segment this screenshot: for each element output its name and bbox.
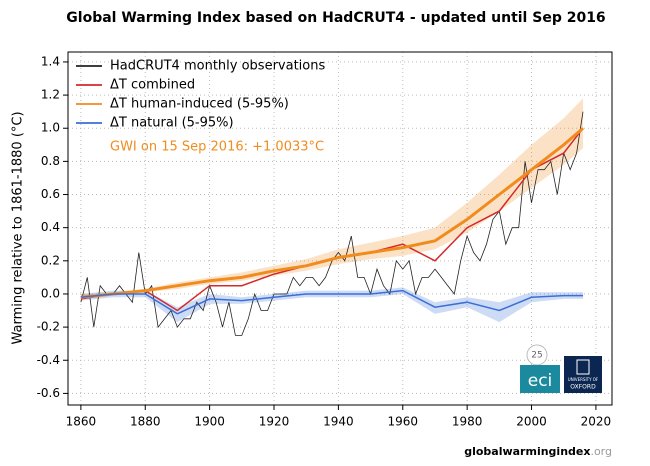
legend-label: HadCRUT4 monthly observations: [110, 59, 325, 74]
x-tick-label: 2020: [581, 415, 612, 429]
oxford-text: UNIVERSITY OF: [568, 377, 599, 382]
y-tick-label: 0.6: [41, 187, 60, 201]
y-tick-label: 0.4: [41, 220, 60, 234]
uncertainty-band: [80, 287, 584, 323]
y-tick-label: 0.2: [41, 253, 60, 267]
x-tick-label: 1860: [66, 415, 97, 429]
y-tick-label: 0.8: [41, 154, 60, 168]
footer-suffix: .org: [590, 445, 612, 458]
eci-logo: [520, 365, 560, 393]
y-tick-label: 0.0: [41, 286, 60, 300]
y-tick-label: 1.0: [41, 121, 60, 135]
y-tick-label: -0.4: [37, 353, 60, 367]
legend-label: ΔT natural (5-95%): [110, 116, 234, 131]
badge-text: 25: [531, 351, 542, 361]
x-tick-label: 1940: [323, 415, 354, 429]
x-tick-label: 1960: [387, 415, 418, 429]
legend-label: ΔT combined: [110, 78, 195, 93]
y-axis-label: Warming relative to 1861-1880 (°C): [11, 111, 26, 344]
eci-text: eci: [528, 371, 553, 391]
logos: 25 eci UNIVERSITY OF OXFORD: [520, 344, 602, 393]
x-tick-label: 1900: [194, 415, 225, 429]
series-line: [80, 289, 583, 315]
footer: globalwarmingindex.org: [464, 445, 612, 458]
x-tick-label: 2000: [516, 415, 547, 429]
y-tick-label: 1.4: [41, 54, 60, 68]
x-tick-label: 1920: [259, 415, 290, 429]
y-tick-label: 1.2: [41, 88, 60, 102]
oxford-crest: [576, 359, 590, 375]
annotation: GWI on 15 Sep 2016: +1.0033°C: [110, 140, 324, 155]
x-tick-label: 1880: [130, 415, 161, 429]
y-tick-label: -0.6: [37, 386, 60, 400]
chart-title: Global Warming Index based on HadCRUT4 -…: [66, 10, 605, 26]
x-tick-label: 1980: [452, 415, 483, 429]
y-tick-label: -0.2: [37, 320, 60, 334]
series-line: [80, 127, 584, 312]
plot-frame: [67, 51, 613, 406]
footer-main: globalwarmingindex: [464, 445, 590, 458]
series-line: [80, 127, 584, 299]
oxford-text: OXFORD: [570, 384, 596, 391]
legend-label: ΔT human-induced (5-95%): [110, 97, 289, 112]
